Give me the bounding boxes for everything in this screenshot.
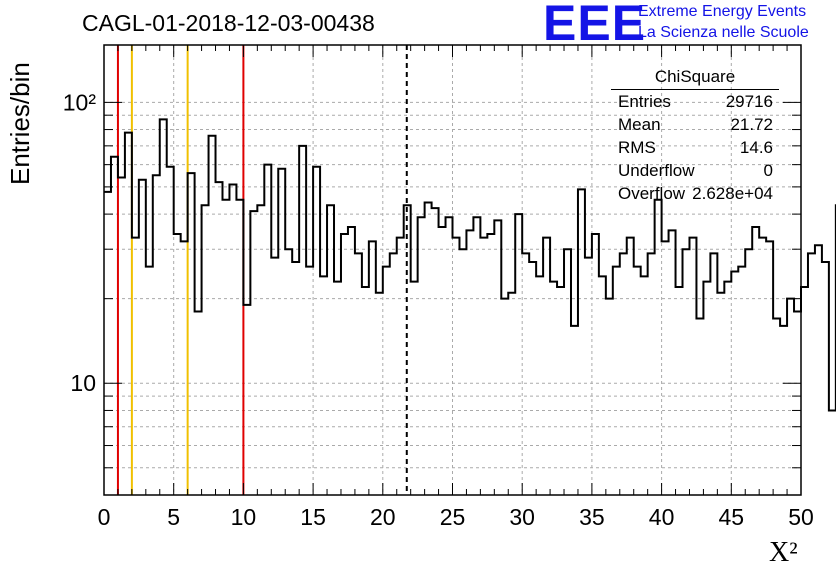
x-tick-label: 5 (167, 504, 180, 530)
ticks-layer (103, 45, 802, 495)
stats-key: Underflow (618, 161, 695, 180)
stats-value: 29716 (725, 92, 773, 111)
stats-key: Entries (618, 92, 671, 111)
x-tick-label: 40 (649, 504, 675, 530)
x-tick-label: 45 (719, 504, 745, 530)
logo-line-2: La Scienza nelle Scuole (638, 24, 809, 41)
x-axis-label: X² (769, 537, 798, 568)
stats-row-underflow: Underflow 0 (611, 159, 779, 182)
stats-value: 14.6 (739, 138, 773, 157)
x-tick-label: 50 (788, 504, 814, 530)
x-tick-label: 25 (440, 504, 466, 530)
marker-lines-layer (116, 45, 408, 495)
chart-title: CAGL-01-2018-12-03-00438 (82, 10, 375, 36)
stats-value: 21.72 (730, 115, 773, 134)
x-tick-label: 10 (231, 504, 257, 530)
stats-row-entries: Entries 29716 (611, 90, 779, 113)
x-tick-label: 20 (370, 504, 396, 530)
grid-layer (104, 45, 801, 495)
stats-key: RMS (618, 138, 656, 157)
stats-key: Mean (618, 115, 661, 134)
stats-row-mean: Mean 21.72 (611, 113, 779, 136)
x-tick-label: 15 (300, 504, 326, 530)
x-tick-label: 30 (509, 504, 535, 530)
stats-value: 2.628e+04 (692, 184, 773, 203)
logo-line-1: Extreme Energy Events (638, 3, 807, 20)
stats-value: 0 (763, 161, 773, 180)
x-tick-label: 35 (579, 504, 605, 530)
histogram-line (104, 118, 836, 412)
y-tick-label: 10² (63, 89, 97, 115)
y-tick-label: 10 (70, 370, 96, 396)
y-axis-label: Entries/bin (5, 62, 35, 185)
tick-labels-layer: 0 5 10 15 20 25 30 35 40 45 50 10 10² (63, 89, 814, 530)
stats-key: Overflow (618, 184, 686, 203)
eee-logo: EEE (543, 0, 647, 51)
stats-row-rms: RMS 14.6 (611, 136, 779, 159)
stats-title: ChiSquare (611, 65, 779, 90)
stats-row-overflow: Overflow 2.628e+04 (611, 182, 779, 205)
x-tick-label: 0 (98, 504, 111, 530)
stats-box: ChiSquare Entries 29716 Mean 21.72 RMS 1… (611, 65, 779, 205)
histogram-layer (104, 118, 836, 412)
